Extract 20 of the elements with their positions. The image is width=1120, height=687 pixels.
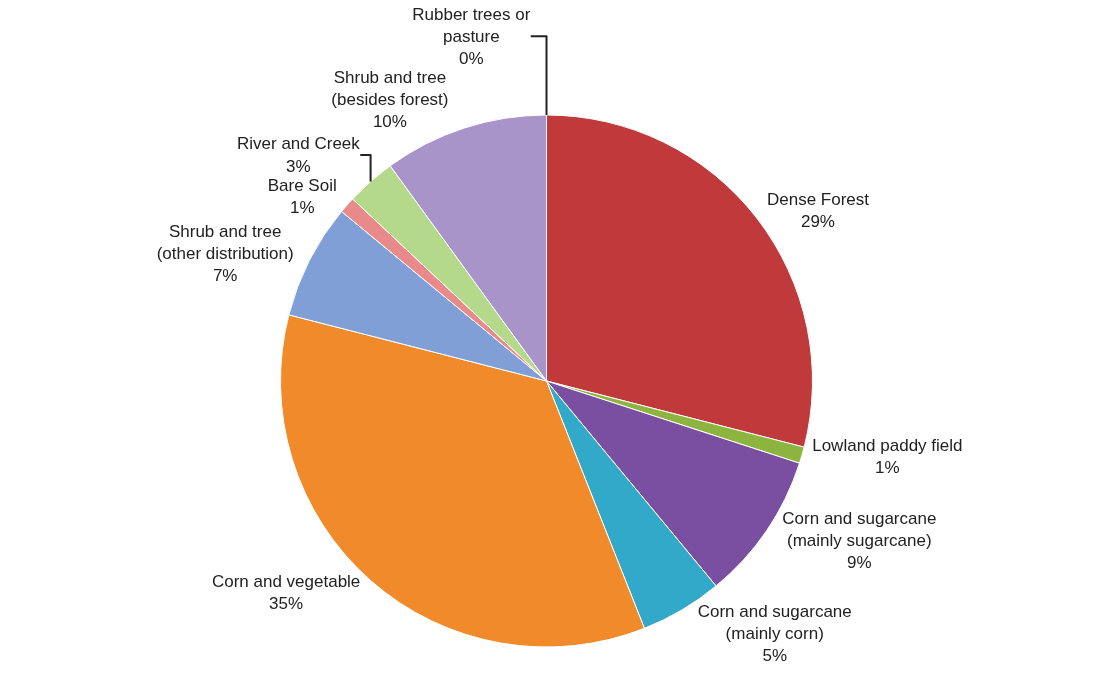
data-label: 7% xyxy=(212,266,238,286)
data-label: 1% xyxy=(289,197,315,217)
slice-label: Dense Forest xyxy=(766,189,870,209)
data-label: 9% xyxy=(847,553,872,573)
slice-label: River and Creek xyxy=(236,134,361,154)
slice-label: Corn and vegetable xyxy=(211,571,361,591)
slice-label: Shrub and tree (other distribution) xyxy=(156,222,294,264)
slice-label: Corn and sugarcane (mainly corn) xyxy=(697,601,852,643)
data-label: 3% xyxy=(286,156,311,176)
data-label: 35% xyxy=(269,593,304,613)
category-label: Rubber trees or pasture xyxy=(412,4,531,46)
data-label: 10% xyxy=(372,112,407,132)
slice-label: Corn and sugarcane (mainly sugarcane) xyxy=(782,508,937,550)
text: 0% xyxy=(459,48,484,68)
slice-label: Bare Soil xyxy=(267,175,337,195)
data-label: 1% xyxy=(875,458,900,478)
slice-label: Shrub and tree (besides forest) xyxy=(331,67,449,109)
slice-label: Lowland paddy field xyxy=(812,436,963,456)
data-label: 29% xyxy=(800,211,835,231)
data-label: 5% xyxy=(762,645,788,665)
